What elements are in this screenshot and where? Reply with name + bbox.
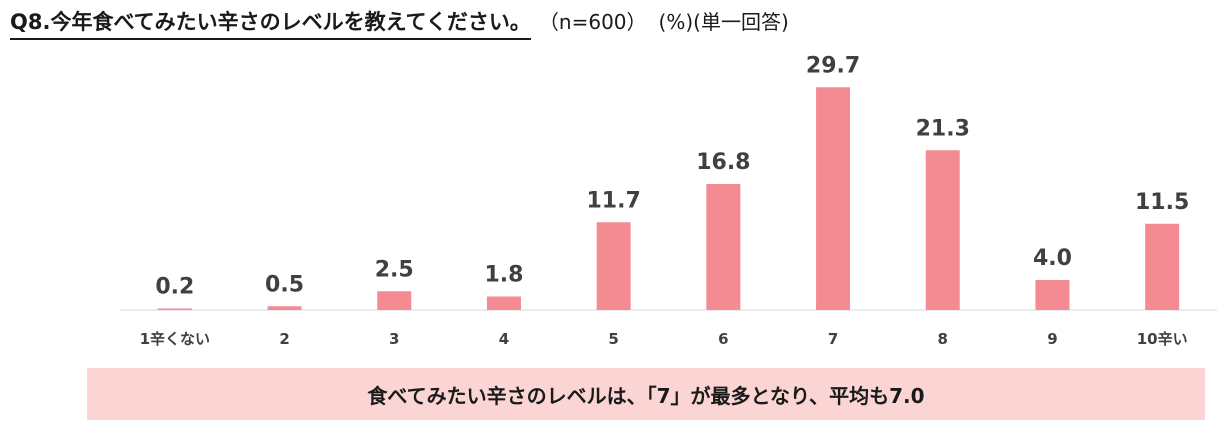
summary-text: 食べてみたい辛さのレベルは、「7」が最多となり、平均も7.0	[367, 383, 925, 408]
bar-1	[157, 308, 192, 310]
bar-10	[1145, 223, 1180, 310]
bar-4	[486, 296, 521, 310]
bar-6	[706, 184, 741, 310]
value-label-8: 21.3	[916, 116, 970, 141]
sample-size: （n=600）	[538, 10, 647, 34]
category-label-7: 7	[828, 330, 838, 348]
category-label-10: 10辛い	[1137, 330, 1188, 348]
summary-banner: 食べてみたい辛さのレベルは、「7」が最多となり、平均も7.0	[87, 368, 1205, 420]
chart-title-row: Q8.今年食べてみたい辛さのレベルを教えてください。 （n=600） (%)(単一回…	[10, 6, 789, 40]
value-label-10: 11.5	[1135, 190, 1189, 215]
category-label-1: 1辛くない	[140, 330, 210, 348]
category-label-6: 6	[718, 330, 728, 348]
bars-group: 0.2 1辛くない 0.5 2 2.5 3 1.8 4 11.7 5 16.8 6 29.7 7 21.3 8…	[140, 53, 1190, 348]
value-label-5: 11.7	[587, 188, 641, 213]
value-label-4: 1.8	[484, 263, 523, 288]
bar-8	[925, 150, 960, 310]
bar-7	[816, 87, 851, 310]
bar-2	[267, 306, 302, 310]
value-label-1: 0.2	[155, 275, 194, 300]
category-label-8: 8	[938, 330, 948, 348]
bar-5	[596, 222, 631, 310]
bar-3	[377, 291, 412, 310]
chart-title: Q8.今年食べてみたい辛さのレベルを教えてください。	[10, 6, 531, 40]
value-label-7: 29.7	[806, 53, 860, 78]
category-label-2: 2	[279, 330, 289, 348]
value-label-3: 2.5	[375, 257, 414, 282]
value-label-9: 4.0	[1033, 246, 1072, 271]
category-label-9: 9	[1047, 330, 1057, 348]
category-label-3: 3	[389, 330, 399, 348]
unit-note: (%)(単一回答)	[658, 10, 789, 34]
bar-chart: 0.2 1辛くない 0.5 2 2.5 3 1.8 4 11.7 5 16.8 6 29.7 7 21.3 8…	[120, 53, 1217, 348]
category-label-4: 4	[499, 330, 509, 348]
bar-9	[1035, 280, 1070, 310]
category-label-5: 5	[608, 330, 618, 348]
value-label-2: 0.5	[265, 272, 304, 297]
value-label-6: 16.8	[696, 150, 750, 175]
